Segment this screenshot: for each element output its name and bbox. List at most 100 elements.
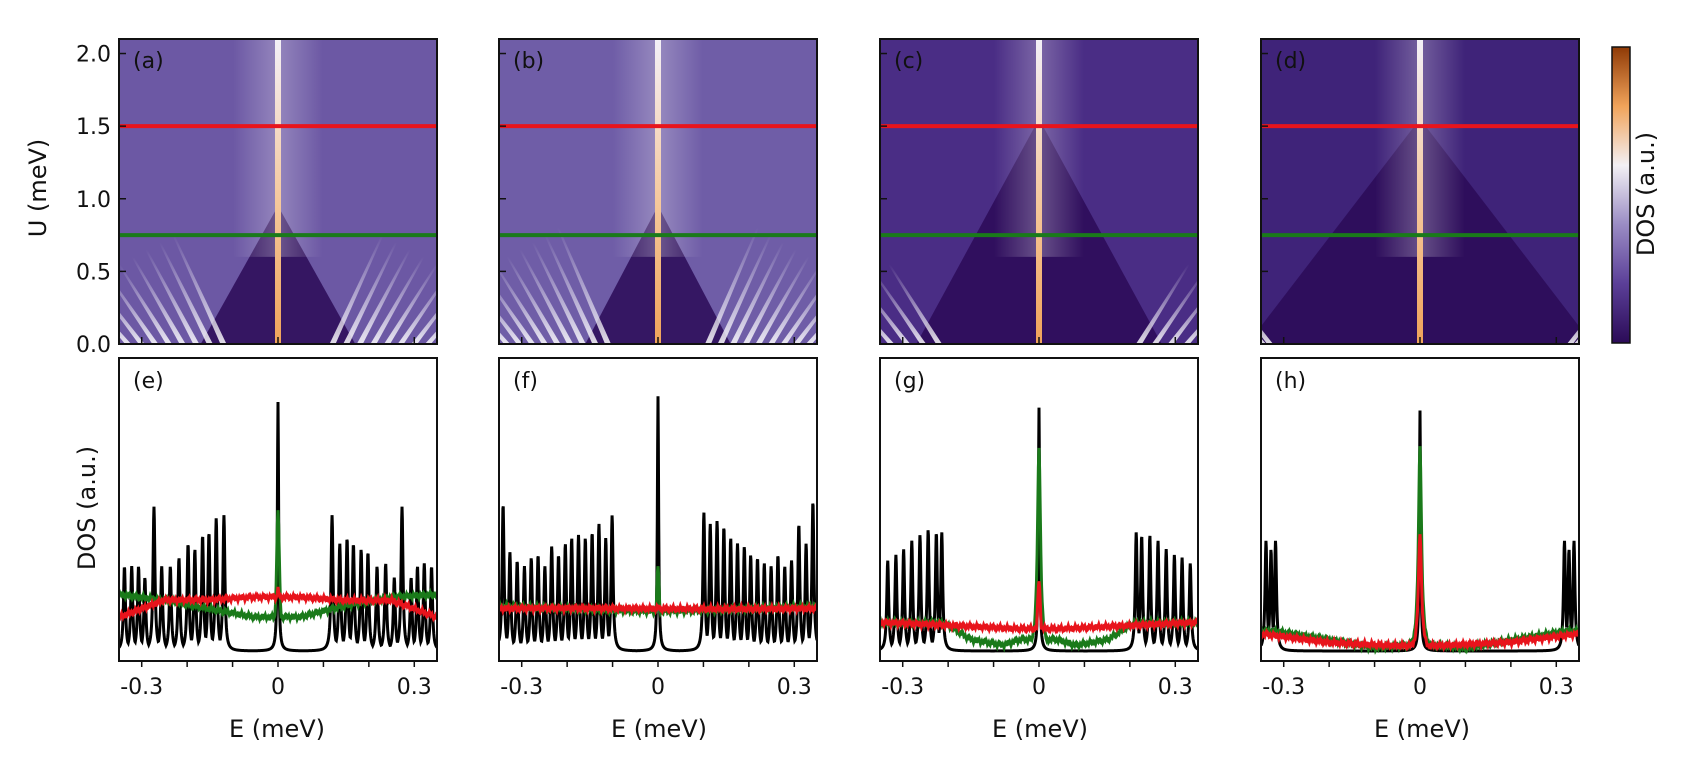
fan-streak xyxy=(742,249,797,344)
colorbar-gradient xyxy=(1611,46,1631,344)
fan-streak xyxy=(499,293,536,344)
y-tick-label: 2.0 xyxy=(76,43,111,68)
x-tick-label: 0 xyxy=(1032,675,1046,700)
panel-label: (b) xyxy=(513,49,544,74)
x-tick-label: -0.3 xyxy=(881,675,924,700)
dos-row: -0.3 0 0.3 (e) -0.3 0 0.3 (f) -0.3 0 0.3 (g) -0.3 0 0.… xyxy=(118,357,1580,700)
colorbar-label: DOS (a.u.) xyxy=(1632,132,1660,256)
fan-streak xyxy=(499,331,511,344)
x-tick-label: 0 xyxy=(1413,675,1427,700)
x-tick-label: 0.3 xyxy=(777,675,812,700)
fan-streak xyxy=(780,293,817,344)
fan-streak xyxy=(424,330,437,344)
fan-streak xyxy=(172,235,227,344)
heatmap-panel: (b) xyxy=(498,38,818,345)
black-dos-curve xyxy=(1261,410,1579,653)
y-tick-label: 1.5 xyxy=(76,115,111,140)
heatmap-row: 0.0 0.5 1.0 1.5 2.0 (a) (b) (c) (d) xyxy=(76,38,1580,358)
zero-mode-line xyxy=(1036,39,1042,344)
fan-streak xyxy=(119,330,132,344)
fan-streak xyxy=(384,264,437,344)
fan-streak xyxy=(1261,338,1267,344)
fan-streak xyxy=(499,314,523,344)
red-dos-curve xyxy=(880,581,1198,636)
y-tick-label: 1.0 xyxy=(76,188,111,213)
x-tick-label: 0.3 xyxy=(397,675,432,700)
y-tick-label: 0.0 xyxy=(76,333,111,358)
xlabel-2: E (meV) xyxy=(611,715,707,743)
zero-mode-line xyxy=(655,39,661,344)
y-tick-label: 0.5 xyxy=(76,260,111,285)
panel-label: (h) xyxy=(1275,369,1306,394)
fan-streak xyxy=(755,256,810,344)
fan-streak xyxy=(544,235,599,344)
x-tick-label: -0.3 xyxy=(500,675,543,700)
fan-streak xyxy=(1151,279,1198,344)
red-dos-curve xyxy=(119,586,437,623)
fan-streak xyxy=(1573,338,1579,344)
fan-streak xyxy=(880,305,911,344)
fan-streak xyxy=(131,256,186,344)
x-tick-label: -0.3 xyxy=(120,675,163,700)
top-ylabel: U (meV) xyxy=(24,139,52,237)
x-tick-label: 0 xyxy=(651,675,665,700)
fan-streak xyxy=(1183,327,1198,344)
xlabel-3: E (meV) xyxy=(992,715,1088,743)
black-dos-curve xyxy=(119,401,437,653)
fan-streak xyxy=(119,264,172,344)
fan-streak xyxy=(1135,264,1190,344)
fan-streak xyxy=(793,314,817,344)
fan-streak xyxy=(557,227,612,344)
panel-label: (d) xyxy=(1275,49,1306,74)
fan-streak xyxy=(329,235,384,344)
heatmap-panel: (d) xyxy=(1260,38,1580,345)
fan-streak xyxy=(356,249,411,344)
panel-label: (a) xyxy=(133,49,164,74)
fan-streak xyxy=(343,242,398,344)
fan-streak xyxy=(805,331,817,344)
red-dos-curve xyxy=(1261,534,1579,653)
fan-streak xyxy=(158,242,213,344)
panel-label: (c) xyxy=(894,49,923,74)
heatmap-panel: (c) xyxy=(879,38,1199,345)
x-tick-label: 0.3 xyxy=(1158,675,1193,700)
bottom-ylabel: DOS (a.u.) xyxy=(73,446,101,570)
fan-streak xyxy=(145,249,200,344)
fan-streak xyxy=(370,256,425,344)
fan-streak xyxy=(730,242,785,344)
heatmap-panel: 0.0 0.5 1.0 1.5 2.0 (a) xyxy=(76,38,438,358)
x-tick-label: -0.3 xyxy=(1262,675,1305,700)
panel-label: (e) xyxy=(133,369,164,394)
fan-streak xyxy=(1566,328,1579,344)
fan-streak xyxy=(704,227,759,344)
dos-panel: -0.3 0 0.3 (g) xyxy=(879,357,1199,700)
fan-streak xyxy=(411,311,437,344)
fan-streak xyxy=(119,289,159,344)
fan-streak xyxy=(880,279,927,344)
black-dos-curve xyxy=(880,407,1198,653)
zero-mode-line xyxy=(1417,39,1423,344)
colorbar xyxy=(1611,46,1631,344)
fan-streak xyxy=(717,235,772,344)
fan-streak xyxy=(506,256,561,344)
dos-panel: -0.3 0 0.3 (h) xyxy=(1260,357,1580,700)
fan-streak xyxy=(880,327,895,344)
fan-streak xyxy=(768,268,817,344)
fan-streak xyxy=(1167,305,1198,344)
fan-streak xyxy=(1261,328,1274,344)
red-dos-curve xyxy=(499,600,817,617)
fan-streak xyxy=(397,289,437,344)
zero-mode-line xyxy=(275,39,281,344)
xlabel-1: E (meV) xyxy=(229,715,325,743)
xlabel-4: E (meV) xyxy=(1374,715,1470,743)
panel-label: (g) xyxy=(894,369,925,394)
x-tick-label: 0.3 xyxy=(1539,675,1574,700)
black-dos-curve xyxy=(499,396,817,653)
fan-streak xyxy=(499,268,548,344)
fan-streak xyxy=(531,242,586,344)
panel-label: (f) xyxy=(513,369,538,394)
dos-panel: -0.3 0 0.3 (f) xyxy=(498,357,818,700)
fan-streak xyxy=(888,264,943,344)
dos-panel: -0.3 0 0.3 (e) xyxy=(118,357,438,700)
